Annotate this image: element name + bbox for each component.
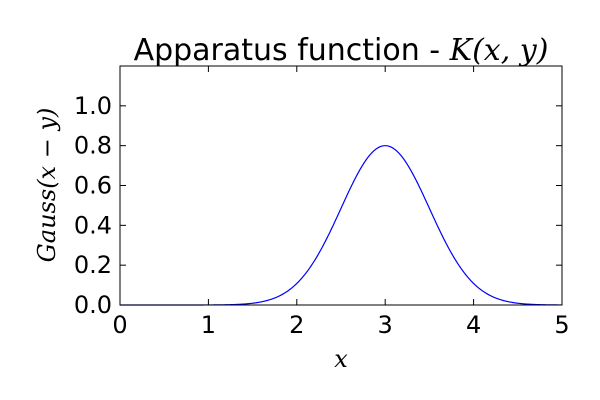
- x-tick-label: 5: [554, 311, 569, 339]
- chart-title: Apparatus function - K(x, y): [134, 33, 549, 68]
- x-tick-label: 4: [466, 311, 481, 339]
- y-tick-label: 0.4: [74, 211, 112, 239]
- chart-title-text: Apparatus function -: [134, 33, 450, 68]
- series-layer: [120, 145, 563, 306]
- y-axis-label: Gauss(x − y): [33, 108, 61, 263]
- y-tick-label: 1.0: [74, 92, 112, 120]
- x-axis-label: x: [334, 345, 348, 373]
- y-tick-label: 0.8: [74, 132, 112, 160]
- x-tick-label: 1: [201, 311, 216, 339]
- y-tick-label: 0.2: [74, 251, 112, 279]
- x-tick-label: 2: [289, 311, 304, 339]
- x-tick-label: 0: [112, 311, 127, 339]
- plot-frame: [119, 65, 563, 306]
- y-tick-label: 0.0: [74, 291, 112, 319]
- svg-text:Apparatus function - K(x, y): Apparatus function - K(x, y): [134, 33, 549, 68]
- x-tick-label: 3: [378, 311, 393, 339]
- y-tick-label: 0.6: [74, 172, 112, 200]
- gauss-curve: [120, 145, 563, 306]
- ticks-layer: 0 1 2 3 4 5 0.0 0.2 0.4 0.6 0.8 1.0: [74, 66, 570, 339]
- chart-title-math: K(x, y): [449, 33, 549, 68]
